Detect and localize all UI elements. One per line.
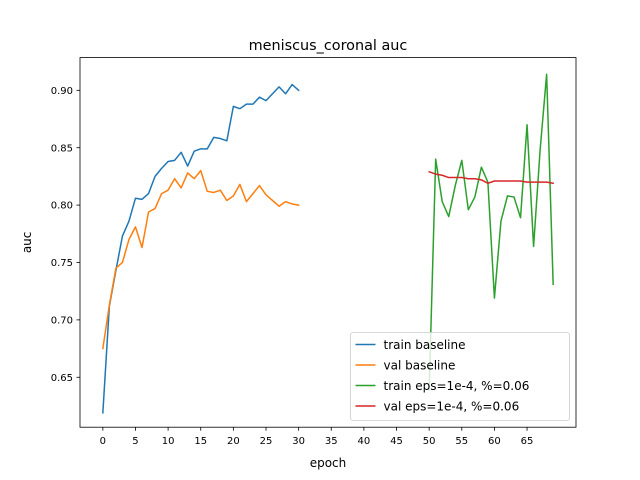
- x-tick-label-5: 25: [260, 436, 273, 447]
- legend-label-1: val baseline: [384, 358, 456, 372]
- x-tick-label-3: 15: [194, 436, 207, 447]
- x-tick-label-9: 45: [390, 436, 403, 447]
- x-ticks: 0 5 10 15 20 25 30 35 40 45 50 55 60 65: [100, 427, 534, 447]
- y-tick-label-1: 0.70: [51, 315, 73, 326]
- legend-label-2: train eps=1e-4, %=0.06: [384, 379, 530, 393]
- x-tick-label-10: 50: [423, 436, 436, 447]
- x-tick-label-0: 0: [100, 436, 106, 447]
- x-tick-label-12: 60: [488, 436, 501, 447]
- x-tick-label-13: 65: [521, 436, 534, 447]
- y-tick-label-0: 0.65: [51, 373, 73, 384]
- y-ticks: 0.65 0.70 0.75 0.80 0.85 0.90: [51, 86, 80, 384]
- x-tick-label-7: 35: [325, 436, 338, 447]
- series-line-2: [428, 73, 554, 391]
- x-axis-label: epoch: [310, 456, 347, 470]
- axis-layer: 0 5 10 15 20 25 30 35 40 45 50 55 60 65 0.650.700.750…: [51, 86, 534, 447]
- series-line-1: [101, 169, 300, 350]
- series-line-3: [428, 170, 555, 185]
- series-layer: [101, 73, 555, 414]
- x-tick-label-11: 55: [455, 436, 468, 447]
- y-tick-label-5: 0.90: [51, 86, 73, 97]
- x-tick-label-4: 20: [227, 436, 240, 447]
- x-tick-label-2: 10: [162, 436, 175, 447]
- y-axis-label: auc: [20, 232, 34, 254]
- y-tick-label-2: 0.75: [51, 258, 73, 269]
- legend-label-3: val eps=1e-4, %=0.06: [384, 399, 520, 413]
- x-tick-label-6: 30: [292, 436, 305, 447]
- series-line-0: [102, 83, 300, 414]
- plot-frame: [79, 57, 577, 428]
- legend-box: [350, 332, 570, 421]
- legend: train baseline val baseline train eps=1e-4…: [350, 332, 570, 421]
- x-tick-label-1: 5: [132, 436, 138, 447]
- y-tick-label-3: 0.80: [51, 201, 73, 212]
- x-tick-label-8: 40: [358, 436, 371, 447]
- legend-label-0: train baseline: [384, 338, 466, 352]
- y-tick-label-4: 0.85: [51, 143, 73, 154]
- chart-title: meniscus_coronal auc: [249, 38, 408, 54]
